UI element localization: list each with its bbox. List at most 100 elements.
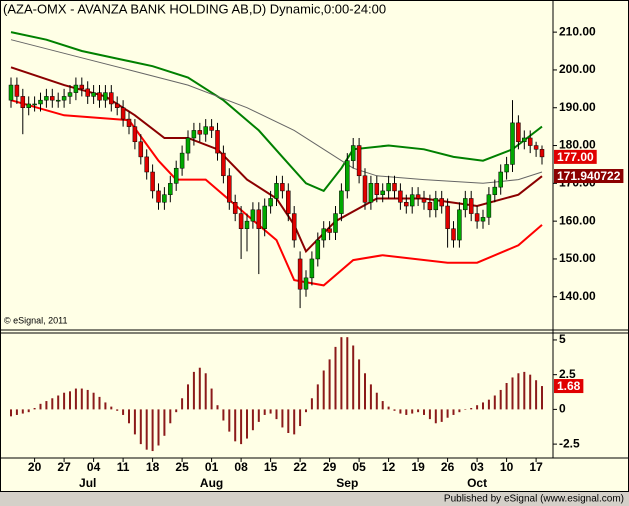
candle-body	[362, 175, 368, 203]
candle-body	[97, 92, 102, 101]
histogram-bar	[464, 409, 467, 410]
background	[0, 0, 629, 492]
histogram-bar	[157, 409, 160, 446]
x-tick-label: 17	[529, 460, 543, 474]
candle-body	[445, 205, 450, 229]
histogram-bar	[499, 389, 502, 410]
candle-body	[173, 167, 179, 184]
price-marker-label: 177.00	[557, 150, 594, 164]
candle-body	[162, 194, 167, 203]
histogram-bar	[57, 395, 60, 410]
candle-body	[539, 149, 545, 158]
x-tick-label: 27	[57, 460, 71, 474]
histogram-bar	[529, 374, 532, 410]
candle-body	[156, 190, 161, 203]
histogram-bar	[181, 398, 184, 410]
chart-title: (AZA-OMX - AVANZA BANK HOLDING AB,D) Dyn…	[3, 1, 386, 16]
x-tick-label: 22	[293, 460, 307, 474]
histogram-bar	[139, 409, 142, 445]
histogram-bar	[423, 409, 425, 415]
candle-body	[280, 183, 285, 192]
histogram-bar	[175, 409, 178, 413]
histogram-bar	[417, 409, 420, 413]
candle-body	[492, 186, 498, 195]
y-tick-label: 5	[559, 332, 566, 346]
candle-body	[256, 209, 262, 229]
candle-body	[350, 145, 356, 161]
histogram-bar	[145, 409, 148, 450]
x-tick-label: 10	[500, 460, 514, 474]
candle-body	[321, 228, 326, 241]
histogram-bar	[128, 409, 130, 424]
histogram-bar	[74, 388, 77, 410]
candle-body	[44, 96, 49, 101]
candle-body	[286, 190, 291, 214]
candle-body	[91, 92, 96, 97]
histogram-bar	[299, 409, 302, 427]
candle-body	[463, 198, 468, 211]
candle-body	[486, 194, 492, 218]
candle-body	[238, 213, 244, 229]
month-label: Sep	[336, 476, 358, 490]
histogram-bar	[523, 371, 526, 410]
histogram-bar	[63, 392, 66, 410]
footer-bar	[0, 492, 629, 506]
histogram-bar	[310, 398, 313, 410]
histogram-bar	[275, 409, 278, 420]
candle-body	[38, 99, 43, 105]
x-tick-label: 11	[117, 460, 130, 474]
candle-body	[8, 84, 14, 101]
x-tick-label: 01	[205, 460, 219, 474]
histogram-bar	[511, 377, 514, 410]
candle-body	[374, 183, 380, 195]
histogram-bar	[505, 383, 508, 410]
candle-body	[356, 145, 362, 177]
candle-body	[309, 258, 315, 279]
candle-body	[516, 122, 521, 143]
candle-body	[327, 228, 332, 233]
histogram-bar	[287, 409, 290, 433]
candle-body	[409, 194, 415, 207]
y-tick-label: -2.5	[559, 436, 580, 450]
histogram-bar	[257, 409, 260, 422]
candle-body	[109, 92, 114, 105]
x-tick-label: 15	[264, 460, 278, 474]
candle-body	[191, 130, 197, 139]
histogram-bar	[98, 396, 101, 410]
histogram-bar	[493, 395, 496, 410]
histogram-bar	[234, 409, 237, 442]
histogram-bar	[169, 409, 172, 424]
price-marker-label: 1.68	[557, 379, 581, 393]
candle-body	[50, 96, 55, 101]
candle-body	[209, 126, 214, 131]
y-tick-label: 2.5	[559, 367, 576, 381]
candle-body	[250, 209, 256, 222]
x-tick-label: 18	[146, 460, 160, 474]
candle-body	[144, 156, 149, 173]
candle-body	[126, 118, 132, 127]
candle-body	[297, 258, 303, 290]
histogram-bar	[316, 384, 319, 410]
x-tick-label: 19	[411, 460, 425, 474]
histogram-bar	[80, 388, 83, 410]
histogram-bar	[476, 405, 479, 410]
candle-body	[55, 99, 61, 102]
histogram-bar	[39, 403, 42, 410]
candle-body	[345, 160, 350, 192]
candle-body	[303, 277, 309, 290]
candle-body	[510, 122, 515, 165]
candle-body	[103, 92, 108, 101]
month-label: Aug	[200, 476, 223, 490]
histogram-bar	[434, 409, 437, 424]
histogram-bar	[281, 409, 284, 428]
candle-body	[227, 175, 232, 203]
histogram-bar	[10, 409, 12, 417]
candle-body	[150, 171, 155, 192]
price-marker	[554, 149, 597, 164]
histogram-bar	[240, 409, 243, 445]
candle-body	[474, 213, 480, 222]
histogram-bar	[92, 392, 95, 410]
histogram-bar	[251, 409, 254, 431]
histogram-bar	[246, 409, 248, 439]
histogram-bar	[192, 371, 195, 410]
